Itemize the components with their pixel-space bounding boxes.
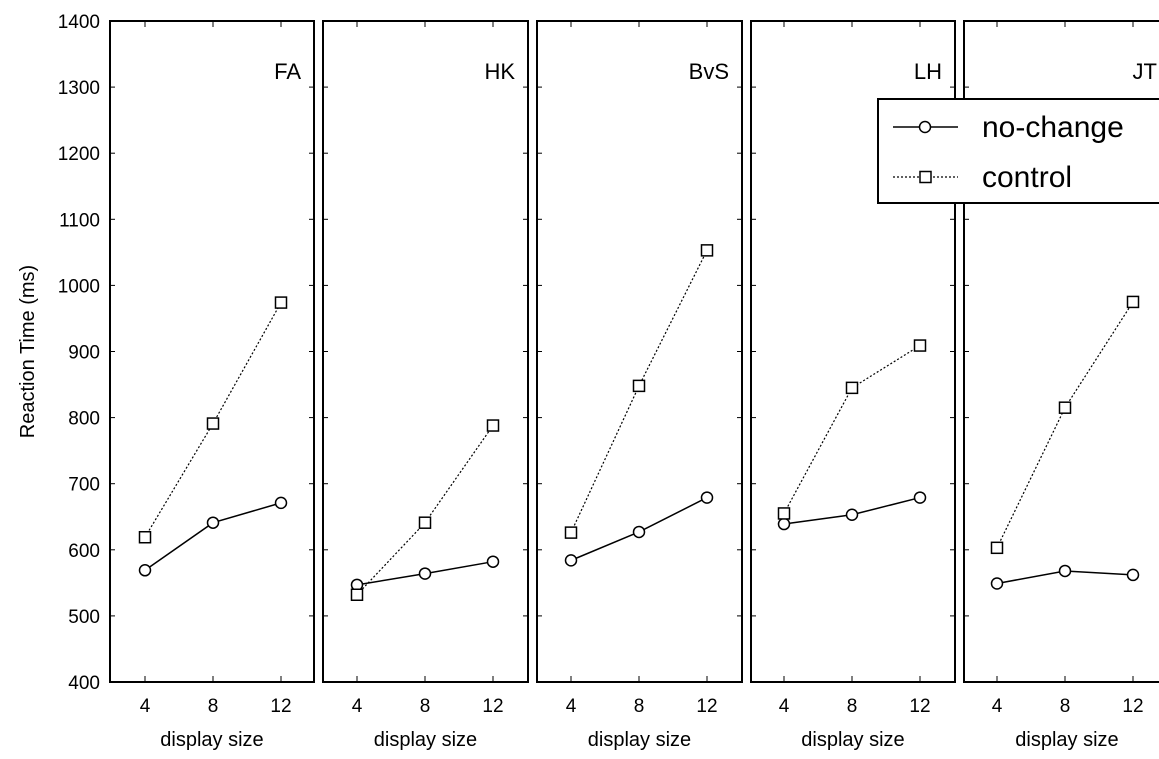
x-tick-label-3: 12 [696, 696, 717, 717]
x-tick-label-5: 4 [992, 696, 1003, 717]
control-point-1-8 [206, 417, 220, 430]
no-change-point-4-12 [913, 491, 927, 504]
panel-frame-3 [536, 20, 743, 683]
panel-title-5: JT [1133, 59, 1157, 84]
control-line-5 [996, 301, 1134, 549]
no-change-point-5-12 [1126, 568, 1140, 582]
x-tick-label-4: 8 [847, 696, 858, 717]
control-point-4-12 [913, 339, 927, 352]
control-point-3-8 [632, 379, 646, 393]
x-axis-title-3: display size [588, 729, 691, 751]
x-tick-label-5: 8 [1060, 696, 1071, 717]
no-change-point-4-8 [845, 508, 859, 522]
legend-box [877, 98, 1159, 204]
legend-label-no-change: no-change [982, 111, 1124, 144]
y-tick-label-400: 400 [68, 673, 100, 694]
y-tick-label-500: 500 [68, 607, 100, 628]
control-line-2 [356, 425, 494, 596]
control-point-2-4 [350, 588, 364, 601]
y-tick-label-1000: 1000 [58, 276, 100, 297]
x-tick-label-5: 12 [1122, 696, 1143, 717]
control-point-4-8 [845, 381, 859, 395]
y-tick-label-1200: 1200 [58, 144, 100, 165]
legend-marker-control [919, 170, 932, 184]
no-change-point-5-4 [990, 577, 1004, 590]
x-tick-label-2: 4 [352, 696, 363, 717]
x-axis-title-5: display size [1015, 729, 1118, 751]
panel-title-4: LH [914, 59, 942, 84]
no-change-point-1-4 [138, 564, 152, 577]
y-tick-label-800: 800 [68, 409, 100, 430]
y-tick-label-600: 600 [68, 541, 100, 562]
panel-title-1: FA [274, 59, 301, 84]
control-point-5-12 [1126, 295, 1140, 309]
no-change-point-4-4 [777, 517, 791, 531]
panel-title-3: BvS [689, 59, 729, 84]
no-change-point-3-4 [564, 554, 578, 567]
x-tick-label-4: 4 [779, 696, 790, 717]
y-axis-title: Reaction Time (ms) [17, 265, 39, 438]
control-point-1-12 [274, 296, 288, 309]
no-change-point-3-8 [632, 525, 646, 539]
y-tick-label-900: 900 [68, 343, 100, 364]
x-tick-label-4: 12 [909, 696, 930, 717]
x-axis-title-1: display size [160, 729, 263, 751]
x-tick-label-1: 12 [270, 696, 291, 717]
x-tick-label-1: 4 [140, 696, 151, 717]
no-change-line-1 [144, 502, 282, 571]
panel-frame-1 [109, 20, 315, 683]
no-change-point-2-8 [418, 567, 432, 580]
x-tick-label-3: 4 [566, 696, 577, 717]
control-point-2-8 [418, 516, 432, 529]
control-point-5-8 [1058, 401, 1072, 414]
control-point-5-4 [990, 541, 1004, 555]
x-tick-label-3: 8 [634, 696, 645, 717]
x-axis-title-2: display size [374, 729, 477, 751]
no-change-point-3-12 [700, 491, 714, 504]
x-axis-title-4: display size [801, 729, 904, 751]
control-point-3-12 [700, 244, 714, 257]
control-point-2-12 [486, 419, 500, 432]
no-change-point-1-8 [206, 516, 220, 529]
no-change-point-5-8 [1058, 564, 1072, 578]
y-tick-label-700: 700 [68, 475, 100, 496]
panel-title-2: HK [484, 59, 515, 84]
control-point-1-4 [138, 530, 152, 544]
x-tick-label-2: 8 [420, 696, 431, 717]
x-tick-label-1: 8 [208, 696, 219, 717]
x-tick-label-2: 12 [482, 696, 503, 717]
control-point-3-4 [564, 526, 578, 539]
y-tick-label-1100: 1100 [59, 210, 100, 231]
control-line-4 [783, 345, 921, 514]
y-tick-label-1400: 1400 [58, 12, 100, 33]
no-change-point-1-12 [274, 496, 288, 510]
legend-marker-no-change [918, 120, 932, 134]
legend-label-control: control [982, 161, 1072, 194]
y-tick-label-1300: 1300 [58, 78, 100, 99]
control-point-4-4 [777, 507, 791, 520]
no-change-point-2-12 [486, 555, 500, 568]
